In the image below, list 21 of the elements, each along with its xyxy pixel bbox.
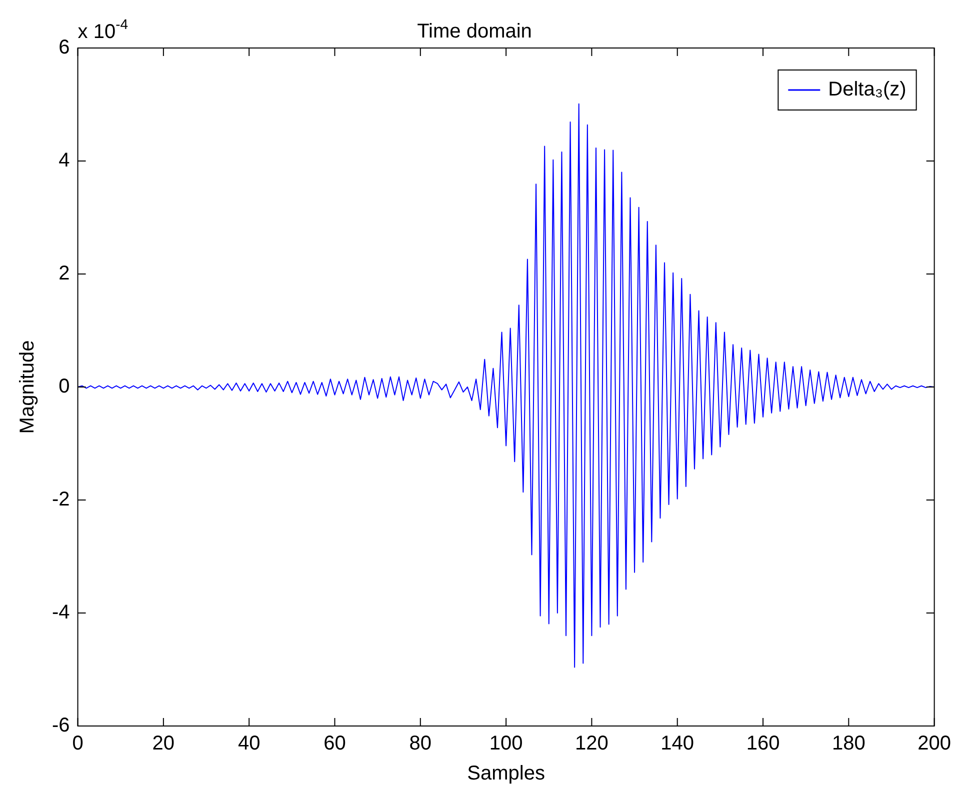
x-tick-label: 80 [409, 732, 432, 755]
legend-label: Delta₃(z) [828, 78, 906, 101]
x-tick-label: 180 [832, 732, 866, 755]
x-tick-label: 20 [152, 732, 175, 755]
x-tick-label: 100 [489, 732, 523, 755]
x-tick-label: 140 [660, 732, 694, 755]
y-tick-label: 0 [58, 376, 70, 398]
x-tick-label: 160 [746, 732, 780, 755]
x-axis-title: Samples [467, 762, 545, 785]
x-tick-label: 200 [918, 732, 952, 755]
x-tick-label: 60 [324, 732, 346, 755]
chart-title: Time domain [417, 20, 532, 43]
y-tick-label: -6 [52, 714, 70, 737]
y-tick-label: 6 [58, 36, 70, 59]
y-tick-label: -4 [52, 602, 70, 624]
x-tick-label: 40 [238, 732, 260, 755]
y-tick-label: 2 [58, 262, 70, 285]
y-tick-label: 4 [58, 150, 70, 172]
y-axis-title: Magnitude [16, 340, 39, 434]
x-tick-label: 120 [575, 732, 608, 755]
y-tick-label: -2 [52, 488, 70, 511]
